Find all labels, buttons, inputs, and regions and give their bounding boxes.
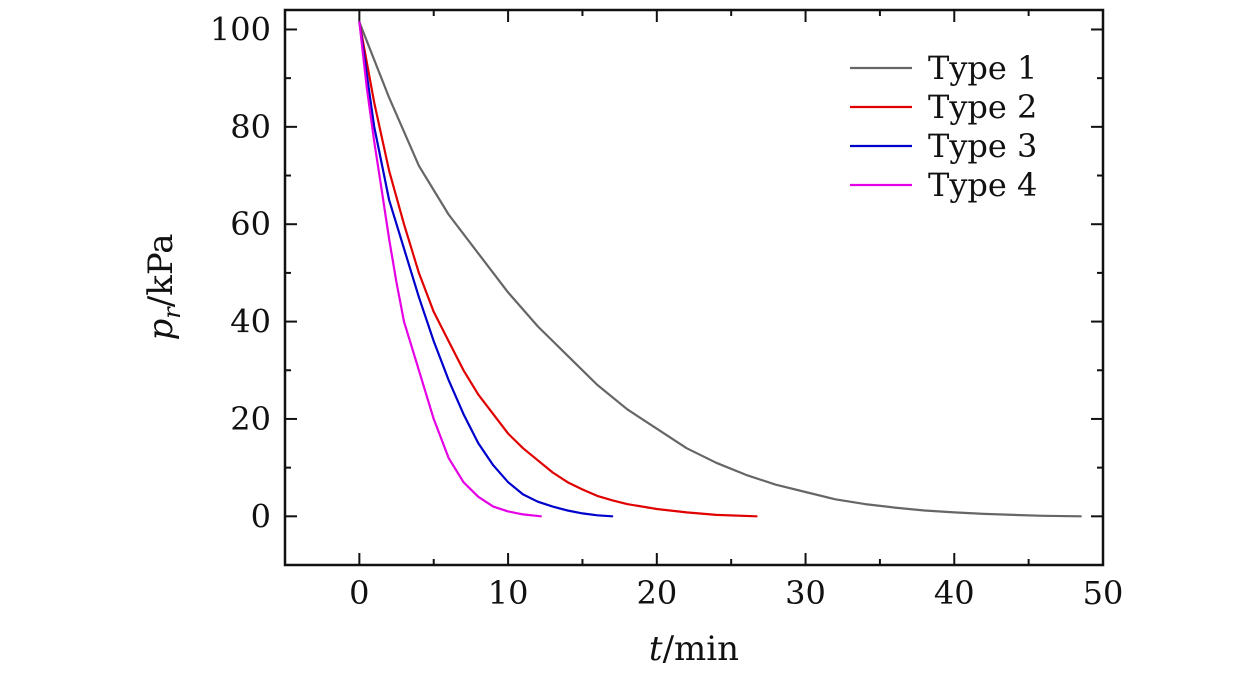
- y-axis-unit: /kPa: [141, 234, 181, 308]
- x-tick-label: 0: [349, 574, 369, 612]
- legend-label-type-4: Type 4: [928, 166, 1037, 204]
- legend-label-type-3: Type 3: [928, 127, 1037, 165]
- y-axis-subscript: r: [158, 306, 186, 319]
- y-tick-label: 100: [210, 10, 271, 48]
- y-tick-label: 60: [230, 205, 271, 243]
- y-tick-label: 0: [251, 497, 271, 535]
- x-tick-label: 10: [488, 574, 529, 612]
- y-tick-label: 40: [230, 303, 271, 341]
- y-tick-label: 20: [230, 400, 271, 438]
- x-tick-label: 40: [934, 574, 975, 612]
- axis-ticks: 0 10 20 30 40 50 0 20 40 60 80 100: [210, 10, 1123, 612]
- series-line-type-1: [358, 21, 1082, 518]
- series-line-type-3: [358, 21, 614, 518]
- legend-label-type-2: Type 2: [928, 88, 1037, 126]
- x-tick-label: 20: [636, 574, 677, 612]
- x-axis-unit: /min: [663, 629, 739, 669]
- series-line-type-4: [358, 21, 542, 518]
- plot-frame: [283, 8, 1105, 567]
- x-tick-label: 30: [785, 574, 826, 612]
- series-layer: [358, 21, 1082, 518]
- y-axis-variable: p: [141, 319, 181, 341]
- series-line-type-2: [358, 21, 758, 518]
- y-tick-label: 80: [230, 108, 271, 146]
- legend-label-type-1: Type 1: [928, 49, 1037, 87]
- x-axis-variable: t: [649, 629, 663, 669]
- y-axis-label: pr/kPa: [141, 234, 186, 341]
- x-axis-label: t/min: [649, 629, 739, 669]
- x-tick-label: 50: [1083, 574, 1124, 612]
